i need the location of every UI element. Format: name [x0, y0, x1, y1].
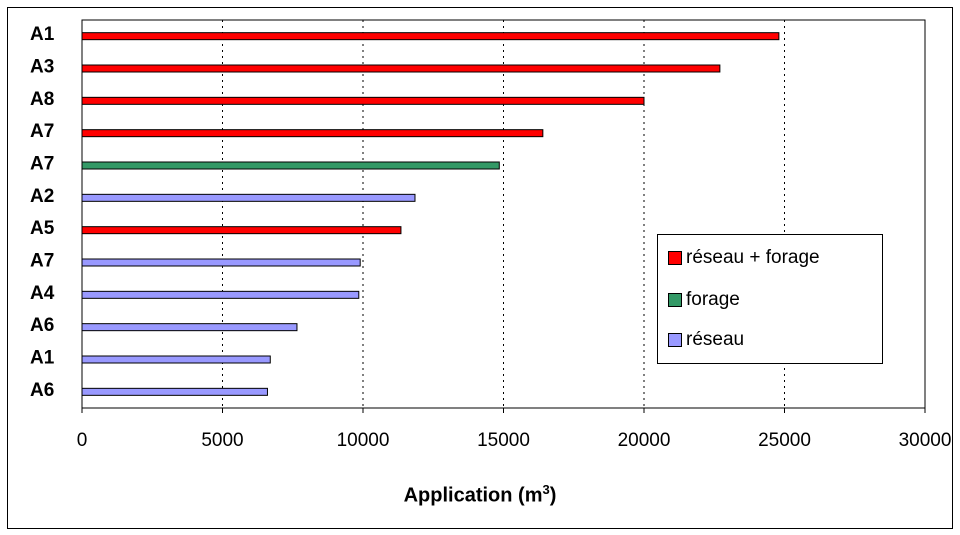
bar — [81, 387, 268, 396]
y-tick-label: A6 — [30, 315, 54, 336]
legend: réseau + forage forage réseau — [657, 234, 883, 364]
bar — [81, 355, 271, 364]
x-tick-label: 30000 — [899, 430, 952, 451]
bar — [81, 290, 360, 299]
bar — [81, 226, 402, 235]
y-tick-label: A1 — [30, 24, 55, 45]
x-axis-title: Application (m3) — [0, 482, 960, 508]
x-tick-label: 25000 — [758, 430, 811, 451]
x-tick-label: 0 — [77, 430, 88, 451]
axes — [81, 19, 926, 413]
legend-swatch-forage — [668, 293, 682, 307]
legend-swatch-reseau — [668, 333, 682, 347]
y-tick-label: A7 — [30, 251, 54, 272]
bar — [81, 323, 298, 332]
x-tick-label: 10000 — [337, 430, 390, 451]
x-tick-label: 15000 — [477, 430, 530, 451]
bar — [81, 161, 500, 170]
x-tick-label: 5000 — [201, 430, 243, 451]
legend-label: réseau — [686, 329, 745, 350]
x-tick-label: 20000 — [618, 430, 671, 451]
y-tick-label: A1 — [30, 348, 55, 369]
legend-item-reseau: réseau — [668, 327, 744, 353]
y-tick-label: A6 — [30, 380, 54, 401]
bar — [81, 258, 361, 267]
bar — [81, 193, 416, 202]
y-tick-label: A5 — [30, 218, 55, 239]
bar — [81, 64, 721, 73]
y-tick-label: A4 — [30, 283, 55, 304]
x-axis-title-text: Application (m — [403, 484, 543, 507]
legend-swatch-reseau-forage — [668, 251, 682, 265]
x-axis-title-sup: 3 — [542, 482, 550, 497]
x-axis-title-close: ) — [549, 484, 557, 507]
y-tick-label: A7 — [30, 121, 54, 142]
legend-item-forage: forage — [668, 287, 740, 313]
bars — [81, 32, 780, 396]
y-tick-label: A8 — [30, 89, 54, 110]
bar — [81, 32, 780, 41]
legend-item-reseau-forage: réseau + forage — [668, 245, 820, 271]
y-tick-label: A7 — [30, 154, 54, 175]
legend-label: forage — [686, 289, 740, 310]
bar — [81, 96, 645, 105]
x-tick-labels: 0 5000 10000 15000 20000 25000 30000 — [77, 430, 952, 451]
bar — [81, 129, 544, 138]
y-tick-label: A2 — [30, 186, 54, 207]
y-tick-label: A3 — [30, 57, 54, 78]
y-tick-labels: A1 A3 A8 A7 A7 A2 A5 A7 A4 A6 A1 A6 — [30, 24, 55, 401]
legend-label: réseau + forage — [686, 247, 820, 268]
